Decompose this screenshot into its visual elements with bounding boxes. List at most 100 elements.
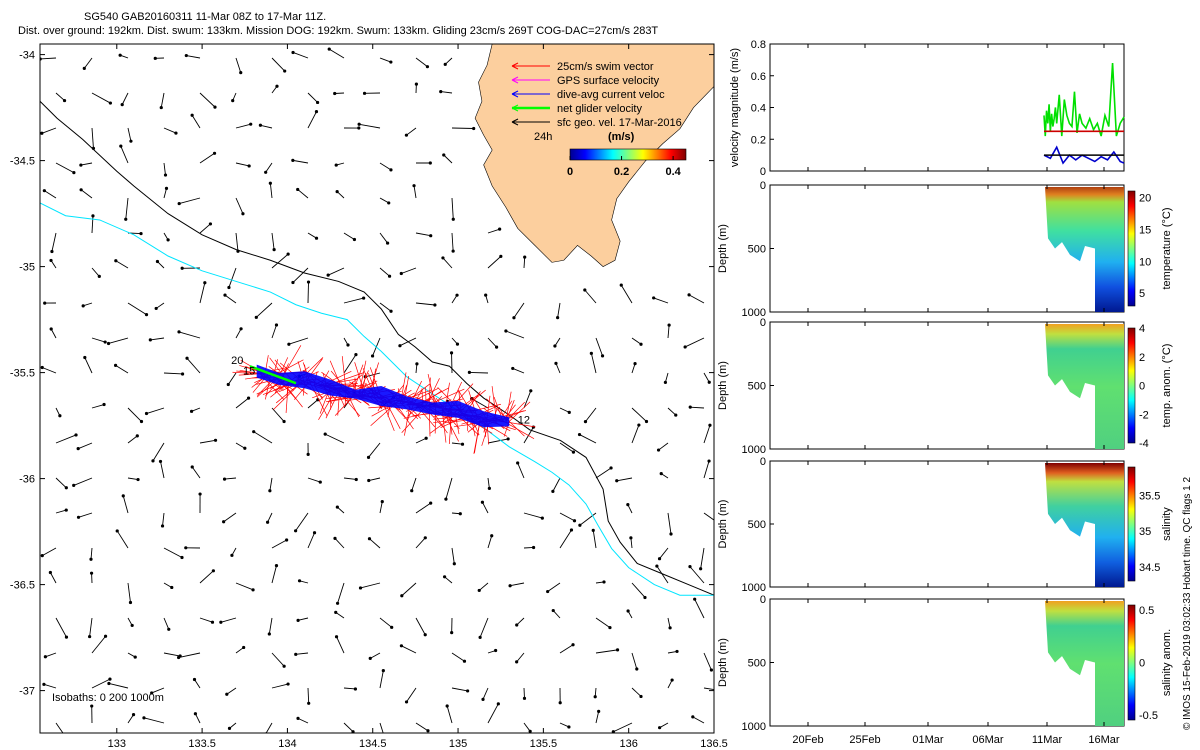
current-vector: [559, 407, 570, 413]
current-vector-head: [637, 423, 641, 427]
current-vector-head: [291, 158, 295, 162]
current-vector-head: [50, 249, 54, 254]
current-vector: [692, 716, 705, 724]
current-vector-head: [455, 342, 460, 346]
legend-arrowhead: [511, 104, 519, 109]
current-vector-head: [335, 505, 339, 509]
swim-vector: [425, 378, 440, 407]
current-vector: [379, 267, 390, 277]
current-vector: [127, 582, 131, 603]
current-vector-head: [442, 153, 446, 157]
current-vector: [115, 365, 129, 374]
current-vector: [451, 652, 465, 662]
y-tick-label: 500: [748, 381, 766, 393]
track-day-label: 15: [243, 366, 255, 378]
current-vector-head: [297, 579, 302, 583]
y-tick-label: 0: [760, 594, 766, 606]
current-vector: [41, 127, 57, 134]
current-vector: [478, 582, 489, 591]
current-vector: [271, 652, 285, 667]
current-vector-head: [231, 99, 235, 103]
current-vector-head: [121, 494, 125, 498]
legend-arrowhead: [511, 90, 519, 95]
current-vector: [595, 337, 603, 357]
current-vector-head: [444, 497, 448, 501]
map-y-tick-label: -34.5: [10, 156, 35, 168]
current-vector-head: [445, 704, 449, 708]
current-vector-head: [49, 258, 53, 263]
current-vector-head: [294, 652, 298, 656]
current-vector: [411, 477, 417, 491]
current-vector: [379, 501, 383, 514]
current-vector: [269, 477, 273, 491]
current-vector: [451, 232, 454, 252]
current-vector-head: [163, 173, 168, 177]
current-vector: [517, 462, 525, 479]
current-vector-head: [635, 667, 639, 671]
colorbar-tick-label: 20: [1139, 192, 1151, 204]
current-vector: [191, 115, 201, 129]
salinity-anomaly-panel: 0 500 1000 Depth (m) 0.5 0 -0.5 salinity anom.: [717, 594, 1173, 733]
current-vector-head: [472, 126, 476, 131]
current-vector: [631, 652, 638, 670]
current-vector: [445, 477, 453, 500]
current-vector-head: [139, 231, 143, 236]
current-vector-head: [354, 353, 358, 357]
current-vector-head: [366, 455, 371, 459]
current-vector: [703, 425, 711, 444]
swim-vector: [509, 401, 531, 422]
y-axis-label: Depth (m): [717, 500, 729, 549]
current-vector: [199, 92, 216, 108]
map-colorbar-ticks: 0 0.2 0.4: [567, 156, 682, 178]
current-vector-head: [571, 450, 576, 454]
current-vector-head: [113, 363, 118, 367]
current-vector-head: [89, 557, 93, 561]
current-vector-head: [185, 356, 189, 360]
map-y-tick-label: -36.5: [10, 580, 35, 592]
current-vector-head: [352, 237, 357, 242]
current-vector: [235, 197, 244, 214]
velocity-magnitude-panel: 0 0.2 0.4 0.6 0.8 velocity magnitude (m/s): [729, 39, 1125, 178]
current-vector-head: [439, 90, 443, 94]
current-vector-head: [142, 716, 146, 720]
isobath-1000m: [40, 100, 714, 596]
current-vector-head: [184, 546, 188, 550]
salinity-anomaly-section: [1045, 601, 1124, 726]
current-vector-head: [267, 632, 271, 636]
current-vector-head: [225, 692, 229, 696]
current-vector: [186, 357, 201, 374]
current-vector: [55, 434, 77, 444]
current-vector-head: [40, 131, 44, 135]
salinity-section: [1045, 463, 1124, 587]
current-vector: [585, 407, 597, 422]
current-vector-head: [367, 537, 372, 541]
current-vector: [579, 434, 597, 444]
current-vector: [235, 442, 246, 449]
current-vector-head: [683, 345, 687, 349]
y-tick-label: 0.6: [751, 71, 766, 83]
current-vector: [689, 566, 705, 584]
current-vector: [77, 442, 93, 450]
current-vector-head: [274, 323, 279, 327]
current-vector-head: [296, 618, 300, 622]
current-vector-head: [129, 139, 133, 143]
swim-vector: [352, 364, 364, 394]
current-vector-head: [531, 545, 536, 550]
current-vector: [595, 649, 618, 654]
current-vector: [55, 92, 65, 101]
current-vector-head: [150, 691, 154, 695]
current-vector: [406, 127, 417, 136]
current-vector: [150, 337, 165, 341]
current-vector-head: [466, 689, 470, 693]
current-vector: [325, 433, 345, 444]
current-vector-head: [159, 105, 163, 110]
current-vector-head: [72, 483, 76, 487]
current-vector: [703, 372, 710, 383]
current-vector: [379, 722, 384, 733]
current-vector-head: [415, 362, 419, 366]
current-vector-head: [275, 84, 279, 88]
current-vector: [368, 442, 381, 458]
current-vector-head: [180, 555, 184, 560]
current-vector-head: [652, 296, 656, 300]
